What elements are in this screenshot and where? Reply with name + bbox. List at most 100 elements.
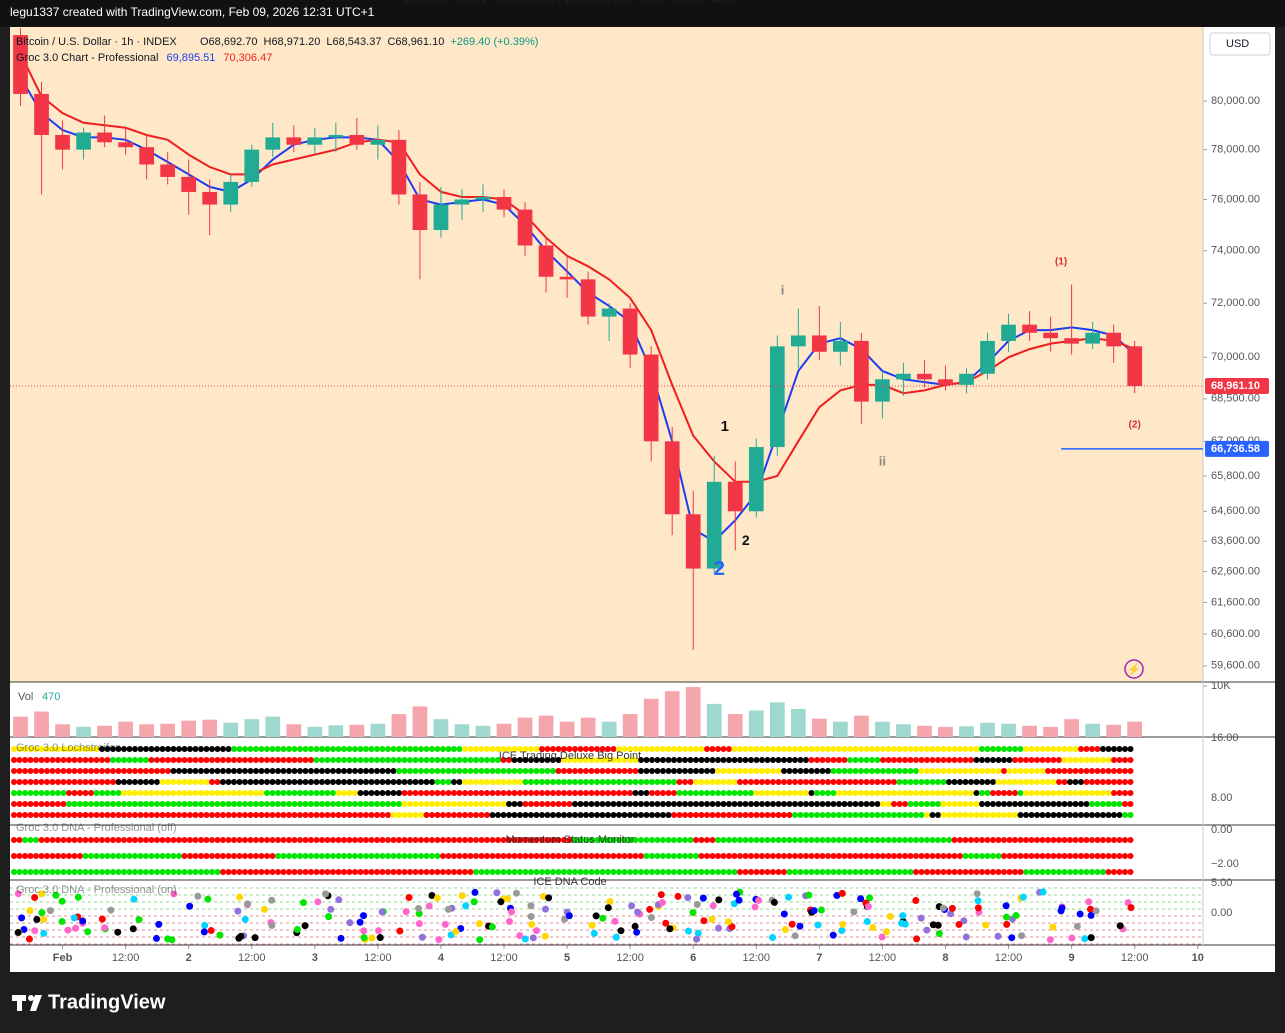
- y-tick-label: 78,000.00: [1211, 144, 1260, 156]
- x-tick-label: 9: [1069, 952, 1075, 964]
- indicator-dot: [1094, 801, 1101, 807]
- indicator-dot: [1116, 746, 1123, 752]
- candle-body: [181, 176, 197, 192]
- indicator-dot: [99, 837, 105, 843]
- indicator-dot: [467, 801, 474, 807]
- indicator-dot: [638, 853, 644, 859]
- indicator-dot: [192, 801, 199, 807]
- indicator-dot: [781, 812, 787, 818]
- indicator-dot: [1100, 853, 1106, 859]
- indicator-dot: [209, 853, 215, 859]
- indicator-dot: [121, 768, 127, 774]
- indicator-dot: [500, 853, 507, 859]
- indicator-dot: [82, 779, 89, 785]
- indicator-dot: [522, 779, 529, 785]
- indicator-dot: [973, 757, 980, 763]
- indicator-dot: [588, 746, 595, 752]
- indicator-dot: [1039, 746, 1046, 752]
- indicator-dot: [198, 837, 204, 843]
- indicator-dot: [484, 812, 490, 818]
- indicator-dot: [913, 812, 919, 818]
- indicator-dot: [561, 837, 567, 843]
- indicator-dot: [902, 746, 908, 752]
- indicator-dot: [654, 837, 661, 843]
- indicator-dot: [858, 757, 864, 763]
- indicator-dot: [192, 853, 199, 859]
- indicator-dot: [363, 801, 369, 807]
- indicator-dot: [715, 869, 721, 875]
- indicator-dot: [616, 837, 622, 843]
- indicator-dot: [781, 746, 787, 752]
- indicator-dot: [946, 746, 952, 752]
- indicator-dot: [258, 801, 265, 807]
- indicator-dot: [539, 768, 545, 774]
- indicator-dot: [632, 853, 639, 859]
- indicator-dot: [880, 853, 886, 859]
- indicator-dot: [374, 812, 380, 818]
- indicator-dot: [1034, 812, 1040, 818]
- indicator-dot: [1045, 853, 1051, 859]
- currency-button[interactable]: [1209, 32, 1271, 56]
- dna-dot: [360, 912, 368, 920]
- dna-dot: [527, 912, 535, 920]
- indicator-dot: [390, 837, 397, 843]
- indicator-dot: [429, 853, 435, 859]
- indicator-dot: [385, 801, 391, 807]
- candle-body: [475, 196, 491, 200]
- dna-dot: [700, 917, 708, 925]
- dna-dot: [592, 912, 600, 920]
- indicator-dot: [1028, 812, 1035, 818]
- indicator-dot: [88, 812, 94, 818]
- dna-dot: [542, 905, 550, 913]
- indicator-dot: [1028, 837, 1035, 843]
- indicator-dot: [891, 837, 897, 843]
- indicator-dot: [902, 837, 908, 843]
- indicator-dot: [610, 869, 617, 875]
- indicator-dot: [302, 779, 309, 785]
- indicator-dot: [973, 801, 980, 807]
- indicator-dot: [654, 812, 661, 818]
- indicator-dot: [242, 746, 248, 752]
- indicator-dot: [962, 768, 969, 774]
- indicator-dot: [247, 746, 254, 752]
- indicator-dot: [511, 746, 518, 752]
- indicator-dot: [407, 757, 413, 763]
- indicator-dot: [995, 812, 1002, 818]
- volume-bar: [959, 726, 974, 737]
- indicator-dot: [830, 790, 837, 796]
- indicator-dot: [841, 837, 848, 843]
- indicator-dot: [236, 790, 243, 796]
- indicator-dot: [176, 869, 182, 875]
- dna-dot: [521, 935, 529, 943]
- indicator-dot: [121, 801, 127, 807]
- indicator-dot: [434, 790, 441, 796]
- indicator-dot: [385, 837, 391, 843]
- indicator-dot: [253, 869, 259, 875]
- indicator-dot: [302, 853, 309, 859]
- indicator-dot: [473, 853, 479, 859]
- indicator-dot: [258, 746, 265, 752]
- indicator-dot: [308, 779, 314, 785]
- indicator-dot: [907, 869, 914, 875]
- indicator-dot: [319, 757, 325, 763]
- candle-body: [118, 142, 133, 148]
- indicator-dot: [709, 812, 716, 818]
- indicator-dot: [462, 801, 468, 807]
- indicator-dot: [918, 812, 925, 818]
- indicator-dot: [704, 801, 710, 807]
- indicator-dot: [396, 853, 402, 859]
- indicator-dot: [599, 757, 606, 763]
- indicator-dot: [231, 801, 237, 807]
- indicator-dot: [60, 768, 67, 774]
- indicator-dot: [1056, 757, 1062, 763]
- indicator-dot: [929, 801, 936, 807]
- indicator-dot: [858, 779, 864, 785]
- alert-icon[interactable]: [1124, 659, 1144, 679]
- indicator-dot: [511, 757, 518, 763]
- indicator-dot: [1023, 757, 1029, 763]
- indicator-dot: [594, 790, 600, 796]
- indicator-dot: [682, 801, 688, 807]
- indicator-dot: [104, 746, 111, 752]
- indicator-dot: [132, 757, 138, 763]
- indicator-dot: [99, 812, 105, 818]
